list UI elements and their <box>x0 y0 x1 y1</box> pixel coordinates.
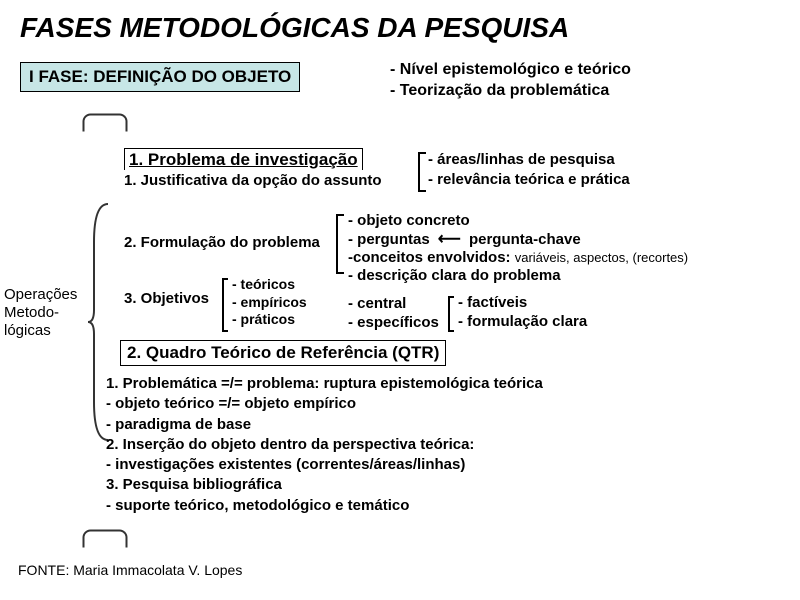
brace-top-icon <box>83 114 128 132</box>
s2-l2: - objeto teórico =/= objeto empírico <box>106 394 543 414</box>
bracket-icon <box>418 152 426 192</box>
s2-l6: 3. Pesquisa bibliográfica <box>106 475 543 495</box>
item3-t3: - práticos <box>232 311 307 329</box>
item3-t2: - empíricos <box>232 294 307 312</box>
section1-sub: 1. Justificativa da opção do assunto <box>124 172 382 189</box>
ops-l2: Metodo- <box>4 304 77 322</box>
phase-note-2: - Teorização da problemática <box>390 81 631 102</box>
item3-c1: - central <box>348 295 439 314</box>
item3-t1: - teóricos <box>232 276 307 294</box>
item3-f1: - factíveis <box>458 294 587 313</box>
item3-f2: - formulação clara <box>458 313 587 332</box>
operations-label: Operações Metodo- lógicas <box>4 286 77 340</box>
item2-r2: - perguntas ⟵ pergunta-chave <box>348 230 688 249</box>
ops-l3: lógicas <box>4 322 77 340</box>
section1-right-1: - áreas/linhas de pesquisa <box>428 150 630 170</box>
item3-c2: - específicos <box>348 314 439 333</box>
section1-heading: 1. Problema de investigação <box>124 148 363 170</box>
item3-types: - teóricos - empíricos - práticos <box>232 276 307 329</box>
item3-feat: - factíveis - formulação clara <box>458 294 587 332</box>
arrow-left-icon: ⟵ <box>434 230 465 249</box>
item2-r2b: pergunta-chave <box>469 231 581 248</box>
item3-label: 3. Objetivos <box>124 290 209 307</box>
phase-note-1: - Nível epistemológico e teórico <box>390 60 631 81</box>
item2-r3a: -conceitos envolvidos: <box>348 249 511 266</box>
page-title: FASES METODOLÓGICAS DA PESQUISA <box>0 0 800 52</box>
item2-r3: -conceitos envolvidos: variáveis, aspect… <box>348 249 688 267</box>
section2-heading: 2. Quadro Teórico de Referência (QTR) <box>120 340 446 366</box>
brace-bottom-icon <box>83 530 128 548</box>
bracket-icon <box>222 278 228 332</box>
phase-box: I FASE: DEFINIÇÃO DO OBJETO <box>20 62 300 92</box>
s2-l1: 1. Problemática =/= problema: ruptura ep… <box>106 374 543 394</box>
section1-right: - áreas/linhas de pesquisa - relevância … <box>428 150 630 189</box>
s2-l4: 2. Inserção do objeto dentro da perspect… <box>106 435 543 455</box>
item3-center: - central - específicos <box>348 276 439 332</box>
bracket-icon <box>448 296 454 332</box>
source-citation: FONTE: Maria Immacolata V. Lopes <box>18 562 242 578</box>
ops-l1: Operações <box>4 286 77 304</box>
item2-label: 2. Formulação do problema <box>124 234 320 251</box>
item2-r1: - objeto concreto <box>348 212 688 230</box>
section1-right-2: - relevância teórica e prática <box>428 170 630 190</box>
s2-l5: - investigações existentes (correntes/ár… <box>106 455 543 475</box>
s2-l7: - suporte teórico, metodológico e temáti… <box>106 496 543 516</box>
bracket-icon <box>336 214 344 274</box>
s2-l3: - paradigma de base <box>106 415 543 435</box>
item2-r2a: - perguntas <box>348 231 430 248</box>
phase-notes: - Nível epistemológico e teórico - Teori… <box>390 60 631 102</box>
section2-list: 1. Problemática =/= problema: ruptura ep… <box>106 374 543 516</box>
item2-details: - objeto concreto - perguntas ⟵ pergunta… <box>348 212 688 285</box>
item2-r3b: variáveis, aspectos, (recortes) <box>515 250 688 265</box>
